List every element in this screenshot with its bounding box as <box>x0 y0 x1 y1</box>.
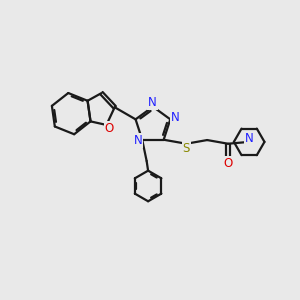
Text: O: O <box>224 157 233 170</box>
Text: N: N <box>245 132 254 145</box>
Text: N: N <box>134 134 142 147</box>
Text: S: S <box>183 142 190 154</box>
Text: N: N <box>171 111 179 124</box>
Text: N: N <box>148 96 157 109</box>
Text: O: O <box>105 122 114 135</box>
